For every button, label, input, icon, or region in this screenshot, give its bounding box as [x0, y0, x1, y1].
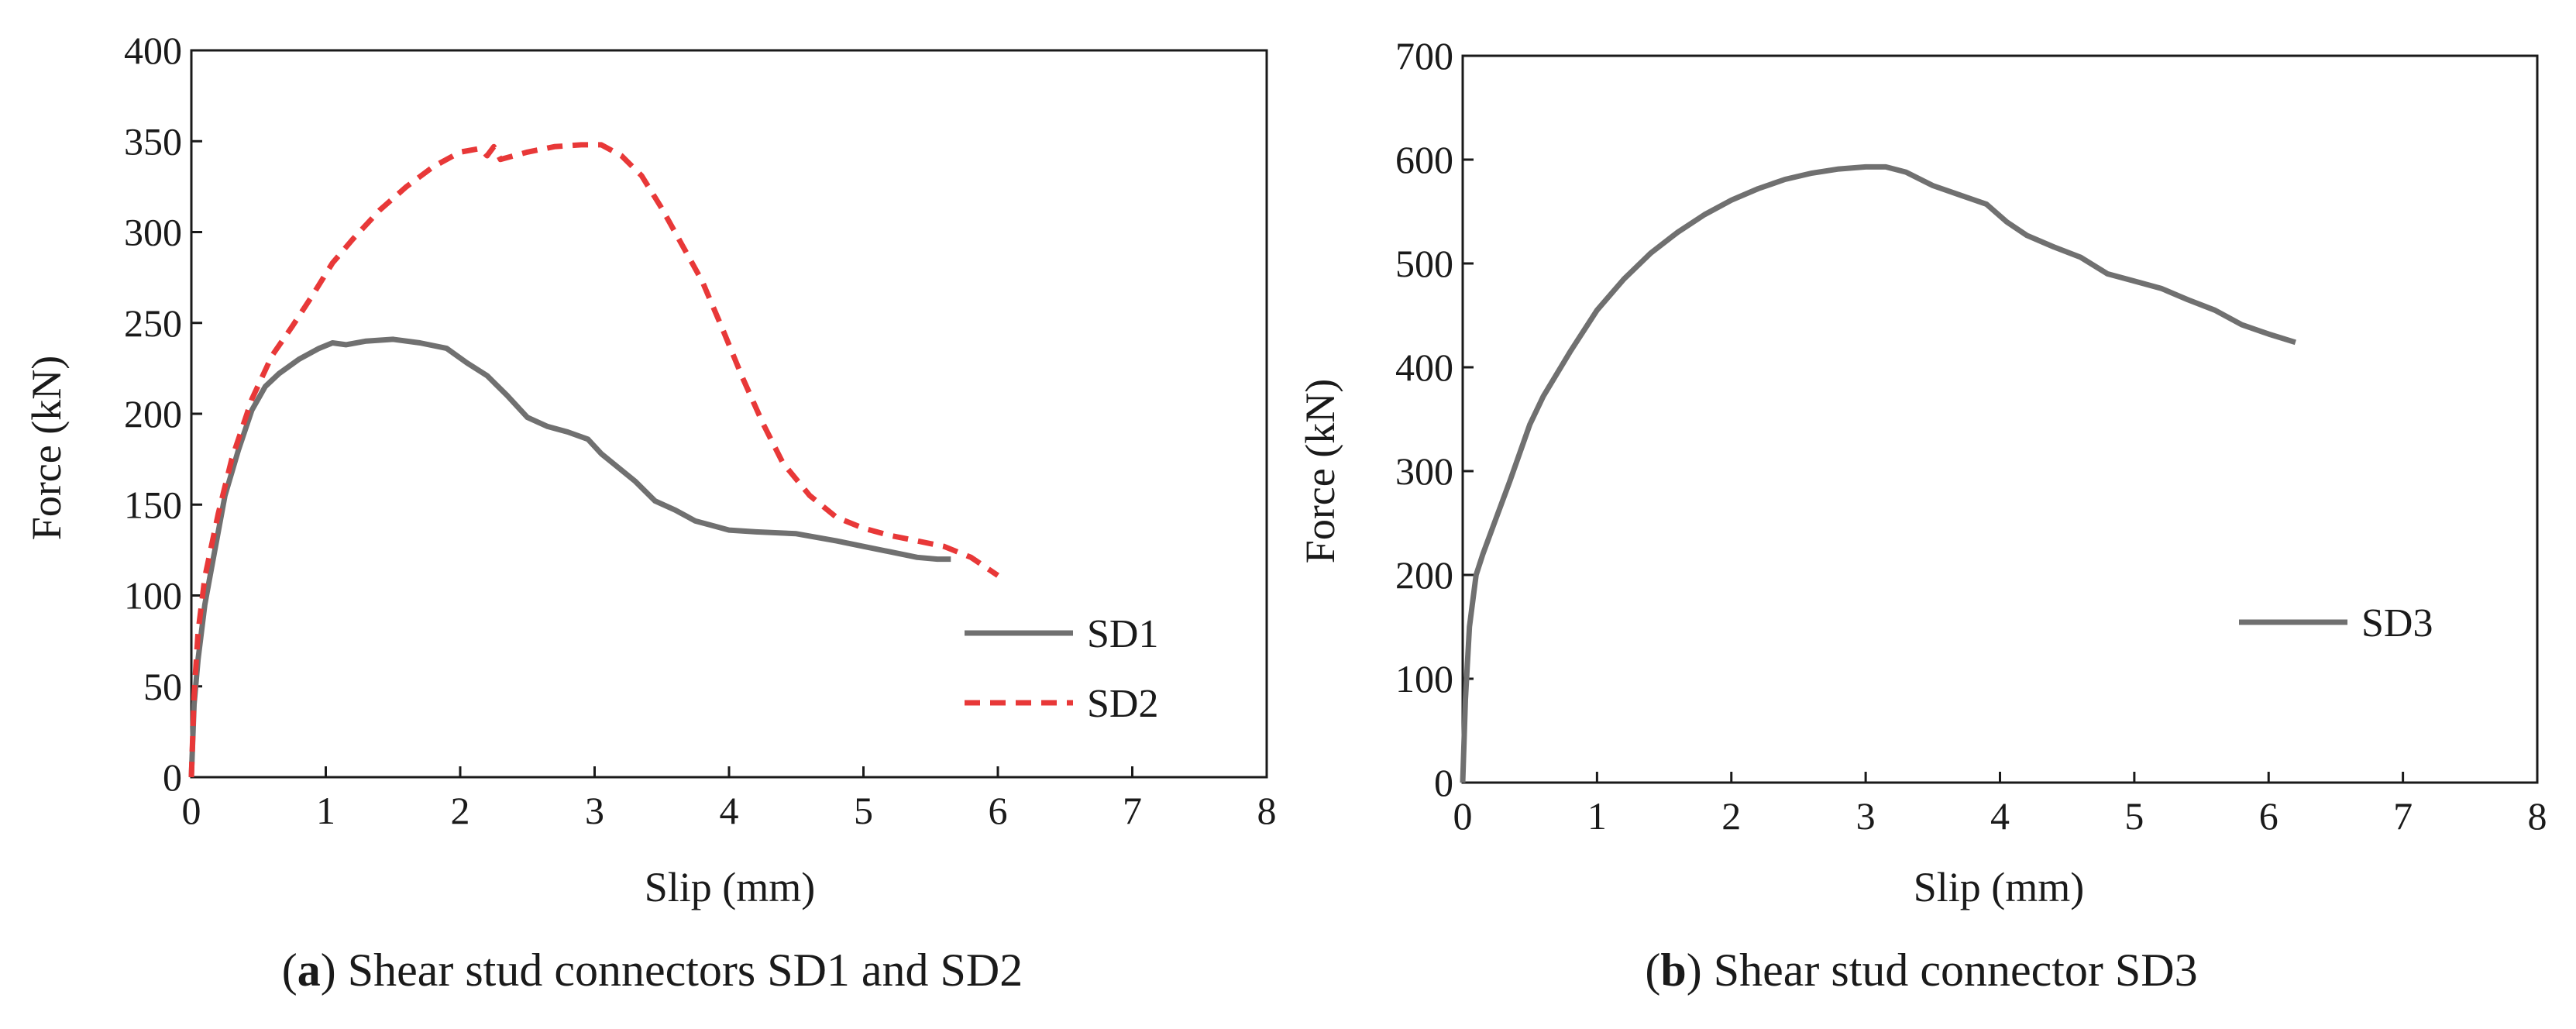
panel-b-caption-close: ) — [1687, 945, 1702, 996]
panel-a-caption-close: ) — [321, 945, 336, 996]
panel-a-y-tick-label: 400 — [124, 29, 182, 72]
panel-a-y-tick-label: 150 — [124, 483, 182, 526]
panel-a-y-tick-label: 50 — [143, 665, 182, 708]
panel-a-x-tick-label: 8 — [1257, 789, 1277, 832]
panel-b-x-tick-label: 8 — [2528, 794, 2547, 838]
panel-b-y-tick-label: 700 — [1395, 34, 1453, 77]
panel-b-x-tick-label: 7 — [2393, 794, 2413, 838]
panel-b-y-tick-label: 400 — [1395, 346, 1453, 389]
panel-b-x-tick-label: 5 — [2124, 794, 2144, 838]
panel-a-xlabel: Slip (mm) — [645, 864, 816, 910]
panel-a-caption-text: Shear stud connectors SD1 and SD2 — [336, 945, 1023, 996]
panel-b-y-tick-label: 600 — [1395, 138, 1453, 181]
panel-a-series-sd1-line — [188, 336, 951, 778]
panel-b-y-tick-label: 200 — [1395, 553, 1453, 597]
panel-b-caption: (b) Shear stud connector SD3 — [1645, 945, 2197, 996]
panel-b-x-tick-label: 4 — [1990, 794, 2010, 838]
panel-a-y-tick-label: 250 — [124, 301, 182, 345]
panel-b-series-sd3-line — [1460, 163, 2296, 783]
panel-a-y-tick-label: 300 — [124, 211, 182, 254]
panel-b-caption-letter: b — [1660, 945, 1686, 996]
panel-a-series-sd2-line — [188, 142, 999, 778]
panel-b-x-tick-label: 1 — [1587, 794, 1607, 838]
panel-a-x-tick-label: 7 — [1123, 789, 1142, 832]
panel-a-plot-frame — [190, 49, 1268, 779]
panel-a-x-tick-label: 6 — [989, 789, 1008, 832]
panel-a-y-tick-label: 0 — [163, 755, 182, 799]
panel-a-legend-sd2-label: SD2 — [1087, 682, 1158, 726]
panel-b-xlabel: Slip (mm) — [1914, 864, 2085, 910]
panel-a-caption-open: ( — [282, 945, 297, 996]
panel-b-y-tick-label: 0 — [1434, 761, 1453, 804]
panel-b-y-tick-label: 300 — [1395, 449, 1453, 493]
panel-a-ylabel: Force (kN) — [23, 356, 70, 540]
panel-b-caption-open: ( — [1645, 945, 1660, 996]
panel-b-y-tick-label: 100 — [1395, 657, 1453, 700]
panel-b-caption-text: Shear stud connector SD3 — [1702, 945, 2198, 996]
panel-a-x-tick-label: 4 — [720, 789, 739, 832]
panel-a-x-tick-label: 5 — [854, 789, 873, 832]
panel-a-caption: (a) Shear stud connectors SD1 and SD2 — [282, 945, 1023, 996]
panel-b-legend-sd3-label: SD3 — [2361, 601, 2433, 645]
panel-a-x-tick-label: 0 — [182, 789, 201, 832]
panel-b-chart: Force (kN) Slip (mm) (b) Shear stud conn… — [1297, 34, 2547, 996]
panel-a-y-tick-label: 200 — [124, 392, 182, 435]
panel-a-x-tick-label: 2 — [451, 789, 470, 832]
panel-b-x-tick-label: 2 — [1721, 794, 1741, 838]
panel-b-ylabel: Force (kN) — [1297, 379, 1343, 563]
panel-b-x-tick-label: 6 — [2259, 794, 2279, 838]
panel-a-y-tick-label: 100 — [124, 574, 182, 618]
panel-a-caption-letter: a — [297, 945, 321, 996]
panel-a-x-tick-label: 3 — [585, 789, 604, 832]
panel-b-plot-frame — [1461, 54, 2539, 784]
panel-b-y-tick-label: 500 — [1395, 242, 1453, 285]
panel-a-x-tick-label: 1 — [316, 789, 335, 832]
panel-a-legend-sd1-label: SD1 — [1087, 612, 1158, 656]
panel-b-x-tick-label: 0 — [1453, 794, 1473, 838]
panel-a-y-tick-label: 350 — [124, 119, 182, 163]
panel-a-chart: Force (kN) Slip (mm) (a) Shear stud conn… — [23, 29, 1277, 996]
panel-b-x-tick-label: 3 — [1856, 794, 1876, 838]
